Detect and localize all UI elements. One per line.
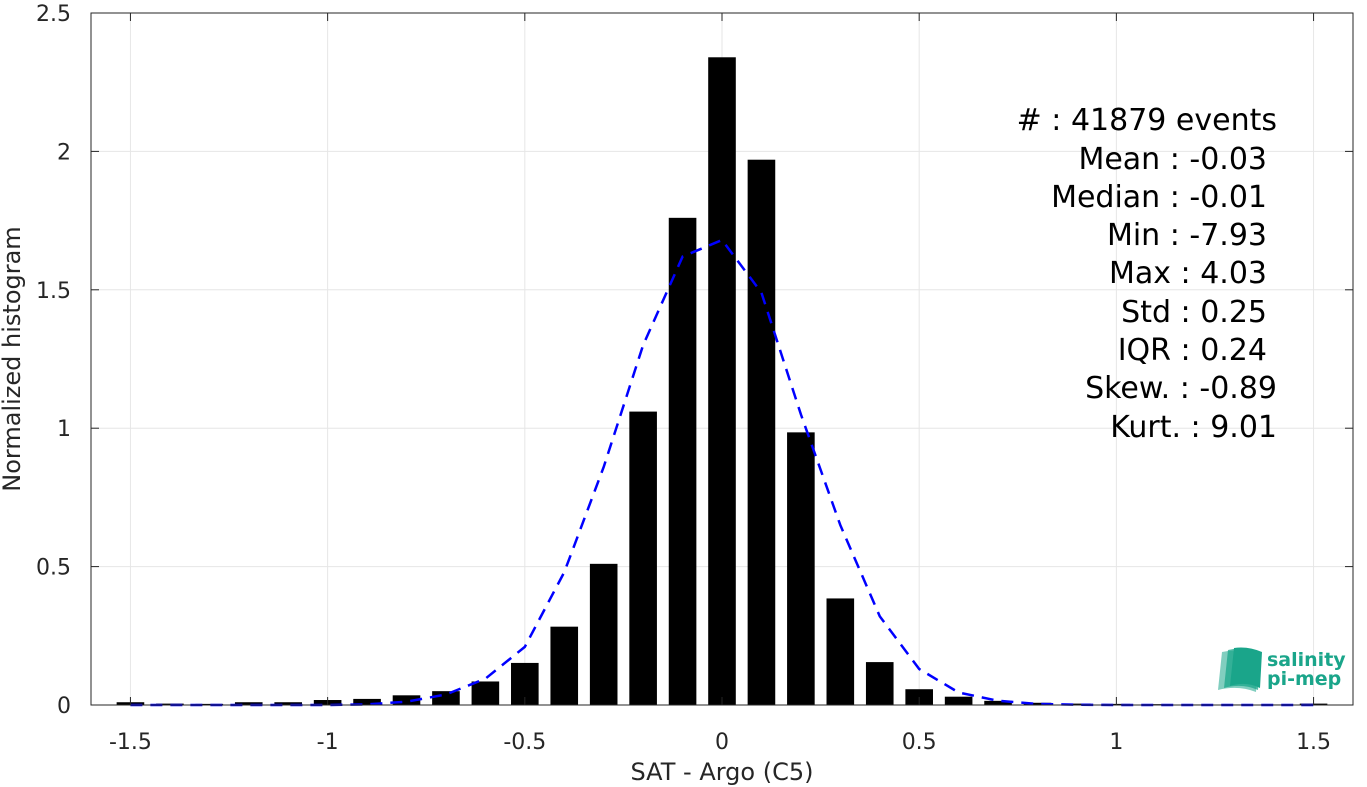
histogram-bar (432, 691, 460, 705)
x-tick-label: -1 (317, 730, 339, 755)
histogram-bar (668, 217, 697, 705)
x-tick-label: 0.5 (902, 730, 937, 755)
x-tick-label: 1.5 (1296, 730, 1331, 755)
histogram-bar (550, 626, 579, 705)
histogram-bar (471, 681, 500, 705)
stat-skew: Skew. : -0.89 (1085, 371, 1277, 406)
histogram-bar (826, 598, 855, 705)
histogram-bars (116, 57, 1328, 706)
histogram-bar (747, 159, 776, 706)
y-axis-label: Normalized histogram (0, 226, 26, 491)
histogram-bar (353, 698, 381, 705)
stat-mean: Mean : -0.03 (1078, 142, 1267, 177)
histogram-bar (944, 696, 973, 705)
salinity-pi-mep-logo: salinity pi-mep (1218, 647, 1346, 692)
histogram-bar (392, 695, 421, 705)
y-tick-label: 2 (57, 140, 71, 165)
y-tick-label: 1 (57, 417, 71, 442)
histogram-bar (1023, 702, 1052, 705)
histogram-bar (156, 703, 184, 705)
histogram-bar (234, 702, 263, 705)
x-tick-label: -1.5 (109, 730, 152, 755)
salinity-wave-icon (1218, 647, 1262, 692)
stat-min: Min : -7.93 (1107, 218, 1267, 253)
logo-line1: salinity (1267, 649, 1346, 671)
histogram-bar (984, 700, 1012, 705)
stats-panel: # : 41879 events Mean : -0.03 Median : -… (1017, 103, 1277, 445)
stat-max: Max : 4.03 (1109, 256, 1267, 291)
x-tick-label: 0 (715, 730, 729, 755)
histogram-bar (865, 662, 894, 705)
histogram-bar (1063, 703, 1091, 705)
y-tick-label: 0 (57, 694, 71, 719)
stat-iqr: IQR : 0.24 (1118, 333, 1267, 368)
histogram-bar (708, 57, 736, 705)
logo-line2: pi-mep (1267, 668, 1341, 690)
stat-kurt: Kurt. : 9.01 (1110, 410, 1277, 445)
y-tick-label: 2.5 (36, 2, 71, 27)
stat-std: Std : 0.25 (1121, 295, 1267, 330)
stat-median: Median : -0.01 (1051, 180, 1267, 215)
histogram-bar (274, 702, 302, 705)
y-tick-label: 0.5 (36, 556, 71, 581)
histogram-bar (629, 411, 657, 705)
y-tick-label: 1.5 (36, 279, 71, 304)
x-tick-label: 1 (1109, 730, 1123, 755)
axis-ticks: -1.5 -1 -0.5 0 0.5 1 1.5 0 0.5 1 1.5 2 2.5 (36, 2, 1353, 755)
histogram-bar (195, 703, 224, 705)
histogram-bar (787, 432, 815, 705)
histogram-bar (589, 563, 618, 705)
stat-count: # : 41879 events (1017, 103, 1277, 138)
x-tick-label: -0.5 (503, 730, 546, 755)
x-axis-label: SAT - Argo (C5) (631, 758, 814, 786)
